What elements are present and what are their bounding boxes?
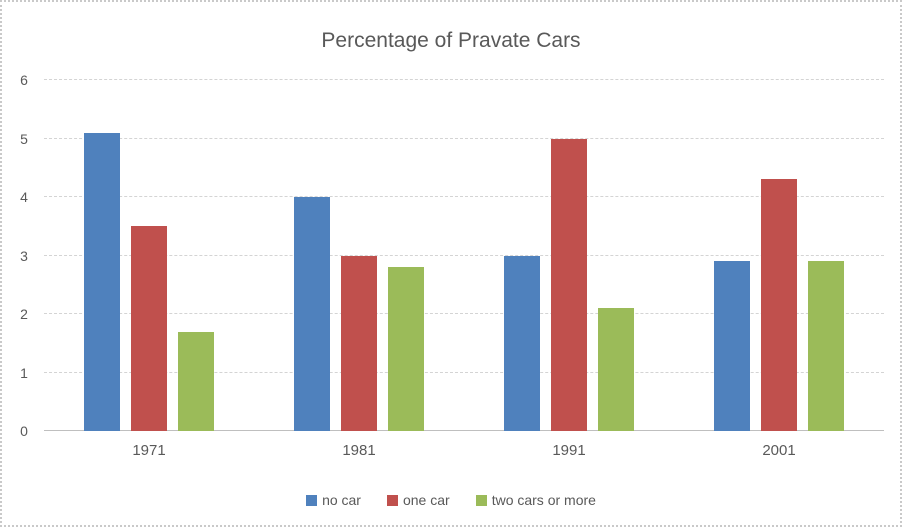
legend-swatch-icon bbox=[306, 494, 318, 506]
gridline bbox=[44, 196, 884, 197]
bar-no-car-1971 bbox=[84, 132, 120, 431]
x-category-label: 1991 bbox=[552, 442, 586, 459]
bar-two-cars-or-more-1991 bbox=[598, 308, 634, 431]
bar-one-car-1971 bbox=[131, 226, 167, 431]
bar-group-1971 bbox=[44, 80, 254, 431]
bar-no-car-1991 bbox=[504, 255, 540, 431]
legend-swatch-icon bbox=[475, 494, 487, 506]
bar-two-cars-or-more-1971 bbox=[178, 331, 214, 431]
gridline bbox=[44, 79, 884, 80]
legend-swatch-icon bbox=[386, 494, 398, 506]
x-axis-line bbox=[44, 430, 884, 431]
gridline bbox=[44, 254, 884, 256]
legend-item-one-car: one car bbox=[386, 492, 450, 508]
plot-area bbox=[44, 79, 884, 431]
legend: no car one car two cars or more bbox=[2, 492, 900, 508]
y-tick-label: 3 bbox=[20, 247, 28, 264]
bar-one-car-2001 bbox=[761, 179, 797, 431]
legend-item-two-cars-or-more: two cars or more bbox=[475, 492, 596, 508]
y-tick-label: 1 bbox=[20, 364, 28, 381]
y-tick-label: 2 bbox=[20, 306, 28, 323]
bar-group-1981 bbox=[254, 80, 464, 431]
y-tick-label: 4 bbox=[20, 189, 28, 206]
legend-item-no-car: no car bbox=[306, 492, 361, 508]
bar-one-car-1981 bbox=[341, 255, 377, 431]
chart-title: Percentage of Pravate Cars bbox=[321, 29, 581, 52]
legend-label: no car bbox=[322, 492, 361, 508]
legend-label: one car bbox=[402, 492, 450, 508]
gridline bbox=[44, 371, 884, 373]
bar-two-cars-or-more-1981 bbox=[388, 267, 424, 431]
y-tick-label: 0 bbox=[20, 423, 28, 439]
x-category-label: 1971 bbox=[132, 442, 166, 459]
bar-group-2001 bbox=[674, 80, 884, 431]
bar-two-cars-or-more-2001 bbox=[808, 261, 844, 431]
y-tick-label: 5 bbox=[20, 130, 28, 147]
legend-label: two cars or more bbox=[491, 492, 596, 508]
bar-group-1991 bbox=[464, 80, 674, 431]
bar-one-car-1991 bbox=[551, 138, 587, 431]
x-category-label: 1981 bbox=[342, 442, 376, 459]
y-tick-label: 6 bbox=[20, 72, 28, 88]
bar-no-car-1981 bbox=[294, 197, 330, 431]
y-axis: 0 1 2 3 4 5 6 bbox=[12, 72, 36, 439]
gridline bbox=[44, 313, 884, 314]
bar-no-car-2001 bbox=[714, 261, 750, 431]
x-category-label: 2001 bbox=[762, 442, 796, 459]
gridline bbox=[44, 137, 884, 139]
x-axis: 1971 1981 1991 2001 bbox=[44, 442, 884, 459]
